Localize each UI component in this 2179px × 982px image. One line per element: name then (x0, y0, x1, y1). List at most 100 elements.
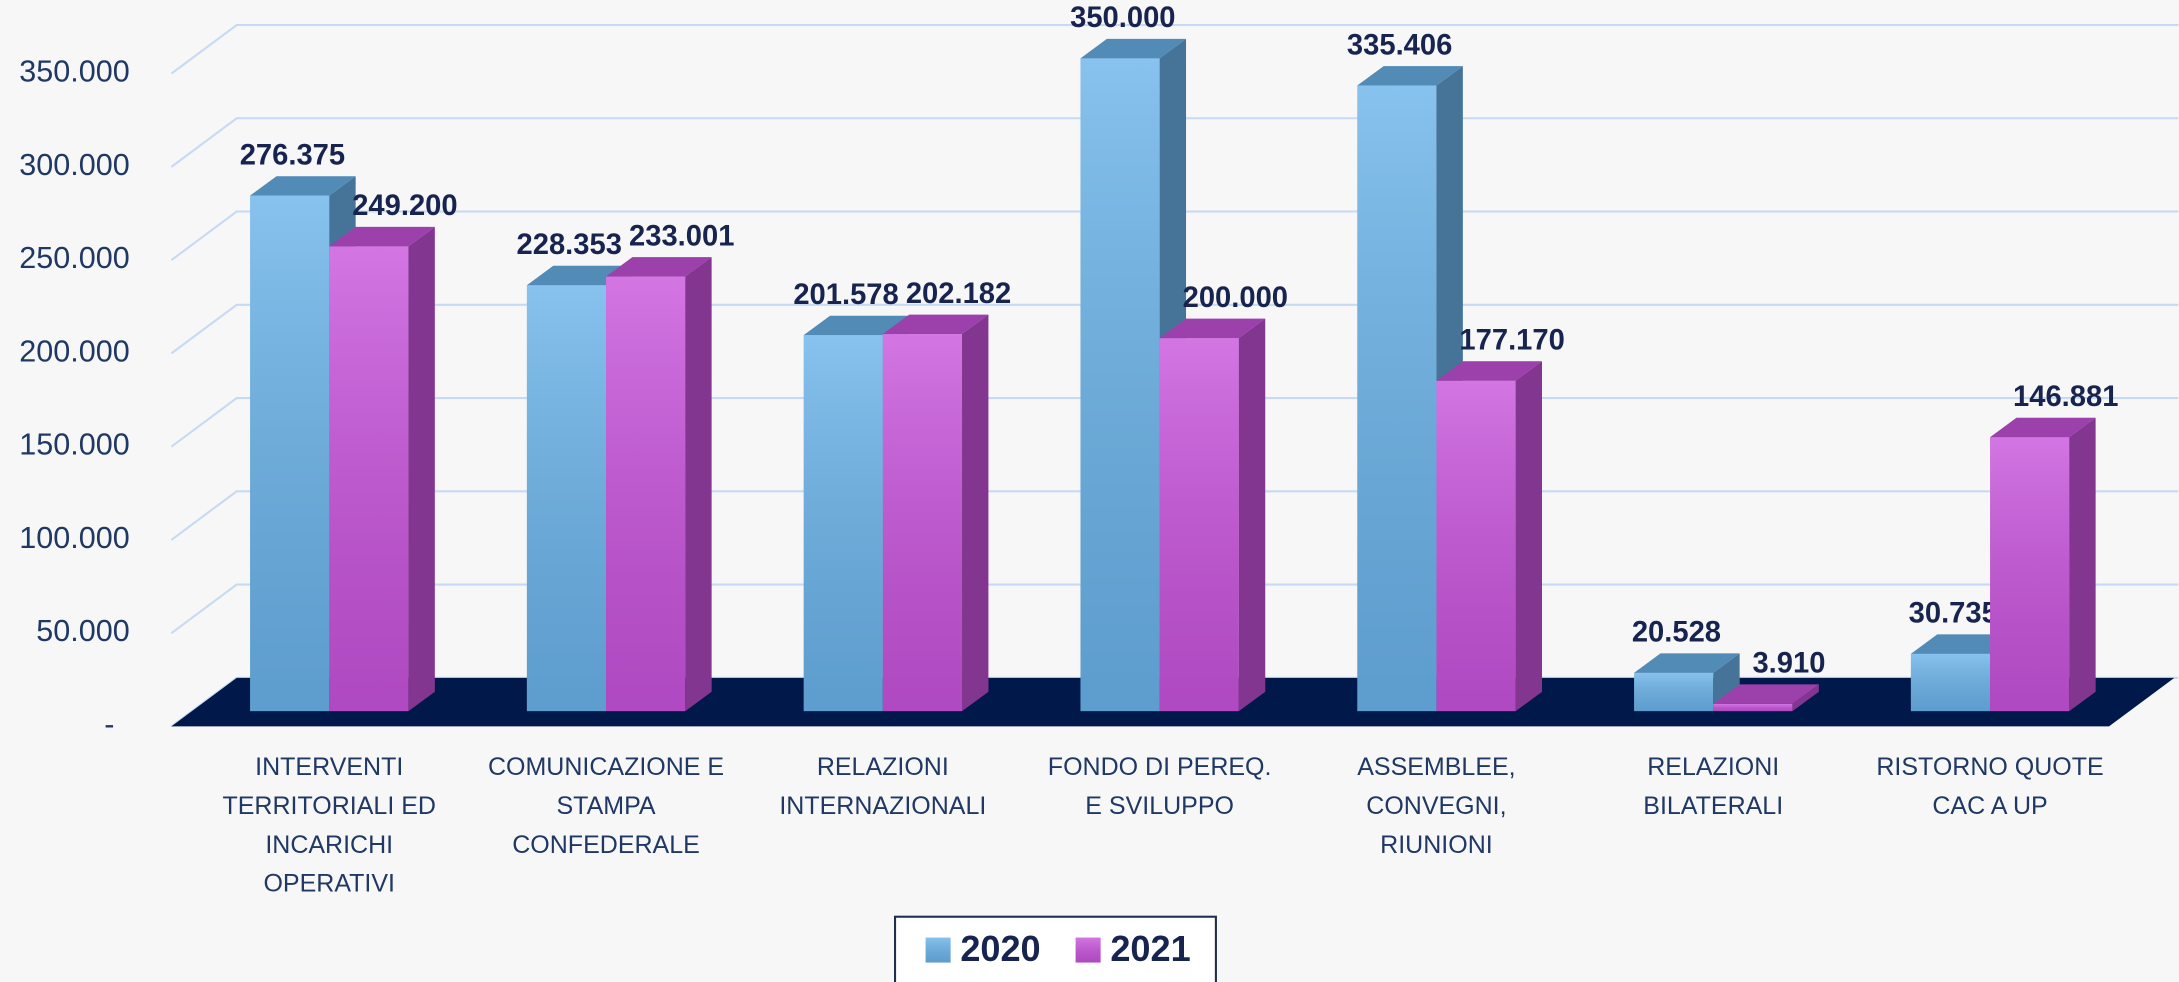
x-tick-label: INTERVENTI TERRITORIALI ED INCARICHI OPE… (222, 752, 436, 898)
bar-shine (1634, 672, 1714, 712)
bar-top-shade (1080, 38, 1187, 59)
x-tick-label-box: INTERVENTI TERRITORIALI ED INCARICHI OPE… (222, 752, 436, 898)
bar-top (1080, 38, 1187, 59)
bar-shine (1713, 703, 1793, 712)
bar-top (1634, 653, 1740, 673)
x-tick-label-box: FONDO DI PEREQ. E SVILUPPO (1047, 752, 1272, 820)
bar-side (1713, 653, 1740, 712)
bar-top (329, 226, 435, 247)
bar-side-shade (685, 257, 712, 712)
grid-line (170, 117, 2179, 168)
bar-side (1515, 361, 1543, 712)
bar-top (606, 257, 712, 277)
x-tick-label-box: RELAZIONI BILATERALI (1643, 752, 1784, 820)
bar-shine (1910, 653, 1991, 712)
grid-line (170, 23, 2179, 75)
value-label: 200.000 (1183, 282, 1288, 314)
value-label: 335.406 (1347, 29, 1452, 61)
bar-top-shade (1713, 684, 1819, 704)
bar-side-shade (1713, 653, 1740, 712)
bar-shine (606, 276, 686, 712)
bar-top (803, 315, 910, 336)
value-label: 228.353 (517, 229, 622, 261)
grid-line (170, 210, 2179, 261)
bar-top (1357, 66, 1463, 86)
bar-side (1792, 684, 1819, 712)
bar-side-shade (408, 226, 435, 712)
bar-top-shade (250, 176, 356, 196)
bar-top-shade (329, 226, 435, 247)
bar-top-shade (1357, 66, 1463, 86)
x-tick-label: ASSEMBLEE, CONVEGNI, RIUNIONI (1357, 752, 1516, 859)
bar-side (1238, 318, 1266, 712)
bar-side-shade (2069, 417, 2096, 712)
x-tick-label: FONDO DI PEREQ. E SVILUPPO (1047, 752, 1272, 820)
value-label: 201.578 (793, 279, 898, 311)
y-tick-label: 250.000 (19, 241, 129, 275)
bar-group (1713, 684, 1819, 712)
bar-shine (1990, 437, 2070, 712)
bar-group (1159, 318, 1266, 712)
legend-swatch-shine (1075, 937, 1101, 963)
value-label: 202.182 (906, 278, 1011, 310)
bar-side (408, 226, 435, 712)
y-tick-label: 150.000 (19, 428, 129, 462)
value-label: 233.001 (629, 220, 734, 252)
bar-shine (1080, 58, 1160, 712)
y-tick-label: - (104, 707, 114, 741)
bar-top-shade (606, 257, 712, 277)
bar-side-shade (1515, 361, 1543, 712)
value-label: 3.910 (1752, 648, 1825, 680)
x-tick-label-box: COMUNICAZIONE E STAMPA CONFEDERALE (487, 752, 725, 859)
bar-side-shade (962, 314, 989, 712)
bar-top (1159, 318, 1266, 339)
bar-group (1436, 361, 1543, 712)
x-tick-label: RISTORNO QUOTE CAC A UP (1876, 752, 2104, 820)
bar-group (606, 257, 712, 712)
x-tick-label-box: RELAZIONI INTERNAZIONALI (779, 753, 986, 820)
bar-side (685, 257, 712, 712)
value-label: 276.375 (240, 139, 345, 171)
value-label: 350.000 (1070, 2, 1175, 34)
bar-top-shade (1990, 417, 2096, 438)
y-tick-label: 300.000 (19, 148, 129, 182)
bar-side (2069, 417, 2096, 712)
x-tick-label-box: ASSEMBLEE, CONVEGNI, RIUNIONI (1357, 752, 1516, 859)
bar-top (882, 314, 989, 335)
x-tick-label: RELAZIONI BILATERALI (1643, 752, 1784, 820)
bar-top-shade (1436, 361, 1543, 381)
bar-top (1713, 684, 1819, 704)
value-label: 30.735 (1909, 598, 1998, 630)
bar-side-shade (1238, 318, 1266, 712)
bar-side (962, 314, 989, 712)
bar-top (1436, 361, 1543, 381)
bar-shine (250, 195, 330, 712)
bar-shine (329, 246, 409, 712)
y-tick-label: 100.000 (19, 521, 129, 555)
value-label: 177.170 (1459, 325, 1564, 357)
bar-top-shade (1634, 653, 1740, 673)
x-tick-label-box: RISTORNO QUOTE CAC A UP (1876, 752, 2104, 820)
y-tick-label: 350.000 (19, 55, 129, 89)
value-label: 146.881 (2013, 381, 2118, 413)
bar-shine (803, 335, 883, 712)
y-tick-label: 50.000 (36, 614, 129, 648)
value-label: 20.528 (1632, 617, 1721, 649)
bar-top-shade (1159, 318, 1266, 339)
x-tick-label: COMUNICAZIONE E STAMPA CONFEDERALE (487, 752, 725, 859)
bar-group (329, 226, 435, 712)
bar-top (1990, 417, 2096, 438)
value-label: 249.200 (352, 190, 457, 222)
legend-swatch-shine (925, 937, 951, 963)
y-tick-label: 200.000 (19, 334, 129, 368)
bar-group (882, 314, 989, 712)
bar-top-shade (882, 314, 989, 335)
bar-shine (1357, 85, 1437, 712)
bar-group (1990, 417, 2096, 712)
bar-top (250, 176, 356, 196)
legend-label: 2021 (1110, 928, 1190, 969)
bar-shine (526, 285, 607, 712)
bar-shine (882, 334, 963, 712)
legend-label: 2020 (960, 928, 1040, 969)
bar-side-shade (1792, 684, 1819, 712)
